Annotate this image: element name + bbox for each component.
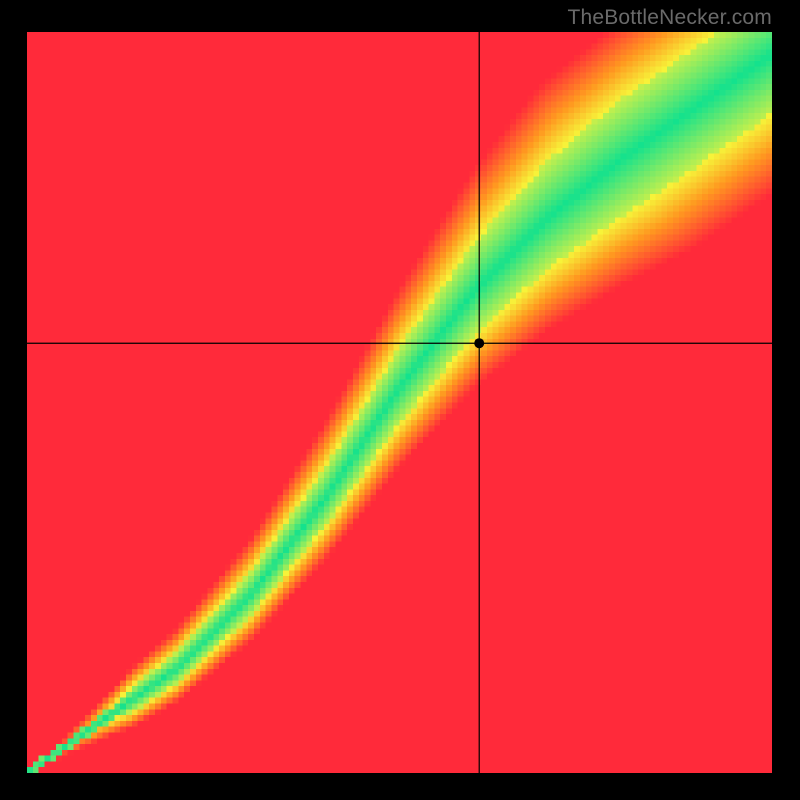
attribution-text: TheBottleNecker.com bbox=[567, 6, 772, 30]
chart-container: { "attribution": "TheBottleNecker.com", … bbox=[0, 0, 800, 800]
bottleneck-heatmap bbox=[27, 32, 772, 773]
